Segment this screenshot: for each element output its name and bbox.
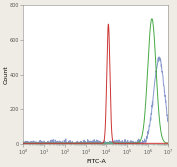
Y-axis label: Count: Count [4,65,8,84]
X-axis label: FITC-A: FITC-A [86,158,106,163]
